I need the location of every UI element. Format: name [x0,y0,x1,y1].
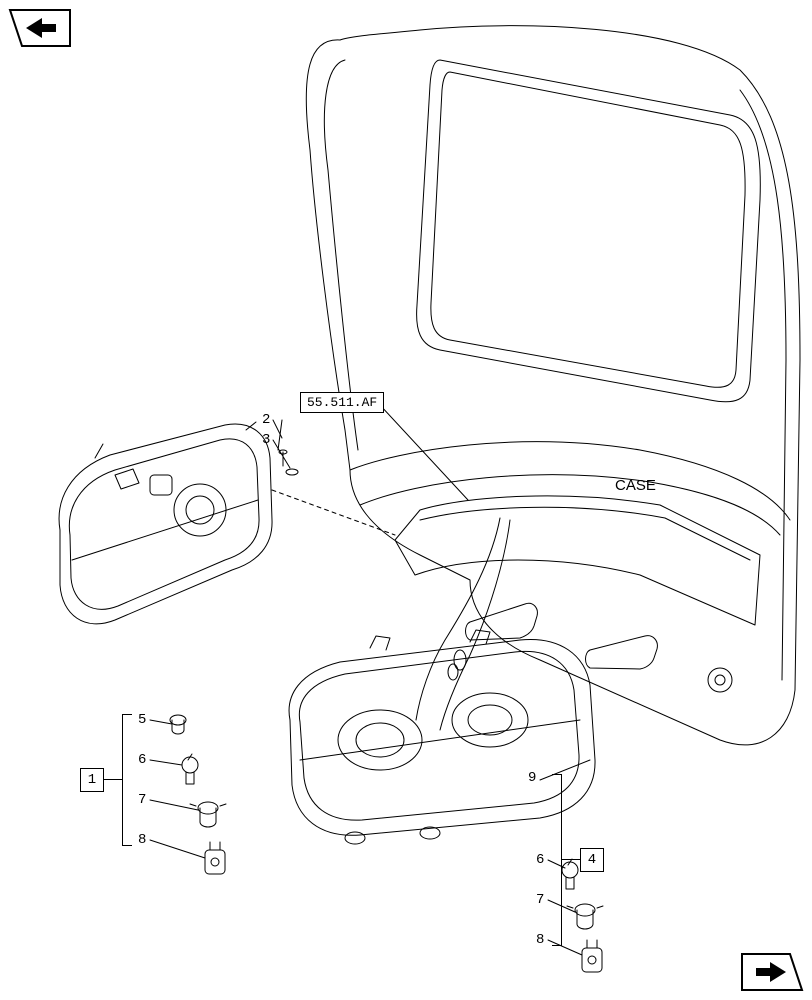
left-group-bracket [122,714,132,846]
right-bracket-leader [562,859,580,860]
section-ref-box[interactable]: 55.511.AF [300,392,384,413]
callout-7-left: 7 [138,792,146,808]
assembly-box-1[interactable]: 1 [80,768,104,792]
assembly-box-4-label: 4 [588,852,596,868]
callout-2: 2 [262,412,270,428]
callout-8-right: 8 [536,932,544,948]
left-bracket-leader [104,779,122,780]
callout-3: 3 [262,432,270,448]
right-group-bracket [552,774,562,946]
callout-7-right: 7 [536,892,544,908]
assembly-box-1-label: 1 [88,772,96,788]
main-drawing: CASE [0,0,812,1000]
diagram-page: CASE [0,0,812,1000]
callout-6-right: 6 [536,852,544,868]
brand-text: CASE [615,477,656,494]
callout-8-left: 8 [138,832,146,848]
callout-9: 9 [528,770,536,786]
assembly-box-4[interactable]: 4 [580,848,604,872]
section-ref-label: 55.511.AF [307,395,377,410]
callout-5: 5 [138,712,146,728]
callout-6-left: 6 [138,752,146,768]
